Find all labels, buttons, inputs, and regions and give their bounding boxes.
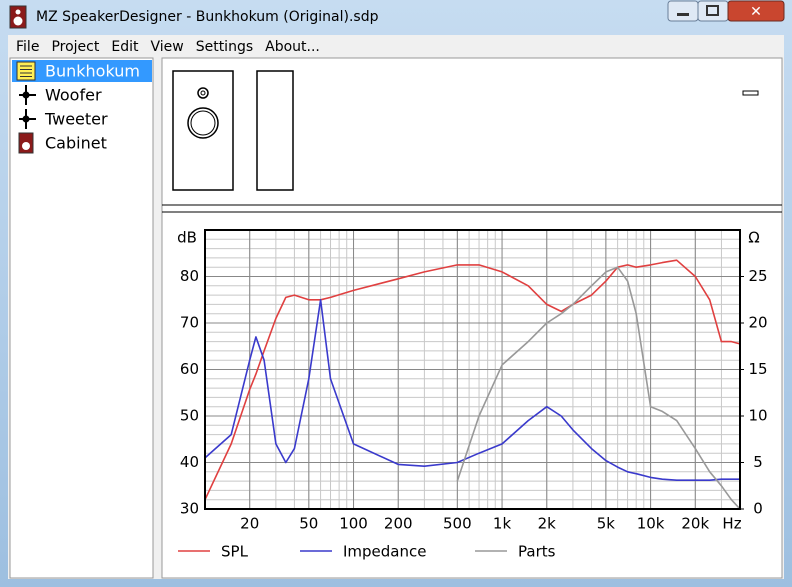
plot-border [204,229,741,510]
minimize-icon [677,13,689,16]
menu-item[interactable]: View [150,39,183,55]
node-icon [22,142,30,150]
y-tick-label: 60 [180,360,199,378]
y-tick-label: 70 [180,314,199,332]
y2-tick-label: 0 [753,500,763,518]
y2-tick-label: 10 [748,407,767,425]
close-icon: ✕ [750,4,762,20]
x-axis-label: Hz [722,515,741,533]
x-tick-label: 100 [339,515,368,533]
legend-label: Parts [518,543,556,561]
series-line [204,299,740,481]
series-line [204,259,741,501]
menu-bar: File Project Edit View Settings About... [16,39,320,55]
node-icon [16,61,36,81]
series-line [456,266,741,510]
tweeter-shape [197,87,209,99]
y-tick-label: 80 [180,267,199,285]
maximize-button[interactable] [697,0,729,22]
cabinet-top [742,90,759,96]
y2-tick-label: 5 [753,453,763,471]
legend-label: SPL [221,543,249,561]
menu-item[interactable]: Settings [196,39,253,55]
x-tick-label: 1k [493,515,512,533]
tweeter-shape [200,90,206,96]
cabinet-side [256,70,294,191]
node-icon [22,115,30,123]
menu-item[interactable]: Project [51,39,99,55]
close-button[interactable] [727,0,785,22]
menu-item[interactable]: Edit [111,39,139,55]
tree-panel [9,57,154,579]
woofer-shape [187,107,219,139]
tree-item[interactable]: Cabinet [45,134,107,153]
x-tick-label: 20k [681,515,709,533]
x-tick-label: 500 [443,515,472,533]
x-tick-label: 10k [637,515,665,533]
menu-item[interactable]: File [16,39,39,55]
menu-item[interactable]: About... [265,39,320,55]
y2-tick-label: 20 [748,314,767,332]
legend-label: Impedance [343,543,426,561]
y-tick-label: 50 [180,407,199,425]
node-icon [22,91,30,99]
cabinet-front [172,70,234,191]
x-tick-label: 2k [538,515,557,533]
tree-view: Bunkhokum Woofer Tweeter Cabinet [12,60,152,154]
y2-tick-label: 25 [748,267,767,285]
x-tick-label: 20 [240,515,259,533]
tree-item[interactable]: Woofer [45,86,102,105]
tree-item[interactable]: Bunkhokum [45,62,140,81]
y-axis-label: dB [177,229,197,247]
selection [12,60,152,82]
y-tick-label: 30 [180,500,199,518]
tree-item[interactable]: Tweeter [44,110,108,129]
window-title: MZ SpeakerDesigner - Bunkhokum (Original… [36,9,379,25]
woofer-shape [190,110,216,136]
app-icon-dot [13,16,23,26]
maximize-icon [706,5,719,16]
y2-axis-label: Ω [748,229,759,247]
y2-tick-label: 15 [748,360,767,378]
app-icon-dot [15,9,21,15]
x-tick-label: 200 [384,515,413,533]
x-tick-label: 5k [597,515,616,533]
minimize-button[interactable] [667,0,699,22]
chart: dB Ω Hz 20 50 100 200 500 1k 2k 5k 10k 20k3040506… [177,229,767,561]
y-tick-label: 40 [180,453,199,471]
x-tick-label: 50 [299,515,318,533]
